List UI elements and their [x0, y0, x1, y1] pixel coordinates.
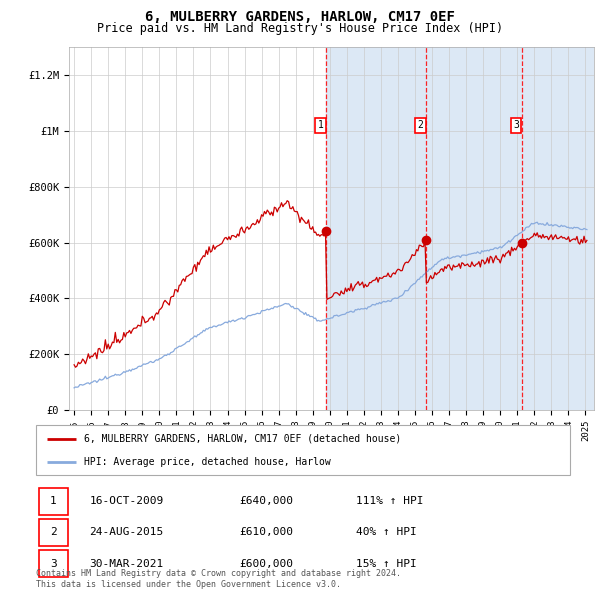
Bar — [426, 47, 521, 410]
Text: £600,000: £600,000 — [239, 559, 293, 569]
Bar — [521, 47, 594, 410]
Text: 6, MULBERRY GARDENS, HARLOW, CM17 0EF (detached house): 6, MULBERRY GARDENS, HARLOW, CM17 0EF (d… — [84, 434, 401, 444]
Text: 40% ↑ HPI: 40% ↑ HPI — [356, 527, 417, 537]
FancyBboxPatch shape — [36, 425, 570, 475]
Text: 111% ↑ HPI: 111% ↑ HPI — [356, 496, 424, 506]
Text: 3: 3 — [513, 120, 519, 130]
Text: 6, MULBERRY GARDENS, HARLOW, CM17 0EF: 6, MULBERRY GARDENS, HARLOW, CM17 0EF — [145, 10, 455, 24]
Text: 2: 2 — [418, 120, 424, 130]
Text: Contains HM Land Registry data © Crown copyright and database right 2024.
This d: Contains HM Land Registry data © Crown c… — [36, 569, 401, 589]
Text: 1: 1 — [50, 496, 57, 506]
FancyBboxPatch shape — [38, 519, 68, 546]
FancyBboxPatch shape — [38, 550, 68, 577]
Text: £640,000: £640,000 — [239, 496, 293, 506]
FancyBboxPatch shape — [38, 488, 68, 515]
Text: Price paid vs. HM Land Registry's House Price Index (HPI): Price paid vs. HM Land Registry's House … — [97, 22, 503, 35]
Text: 30-MAR-2021: 30-MAR-2021 — [89, 559, 164, 569]
Text: 2: 2 — [50, 527, 57, 537]
Bar — [326, 47, 426, 410]
Text: 15% ↑ HPI: 15% ↑ HPI — [356, 559, 417, 569]
Text: 3: 3 — [50, 559, 57, 569]
Text: 16-OCT-2009: 16-OCT-2009 — [89, 496, 164, 506]
Text: HPI: Average price, detached house, Harlow: HPI: Average price, detached house, Harl… — [84, 457, 331, 467]
Text: 1: 1 — [318, 120, 323, 130]
Text: £610,000: £610,000 — [239, 527, 293, 537]
Text: 24-AUG-2015: 24-AUG-2015 — [89, 527, 164, 537]
